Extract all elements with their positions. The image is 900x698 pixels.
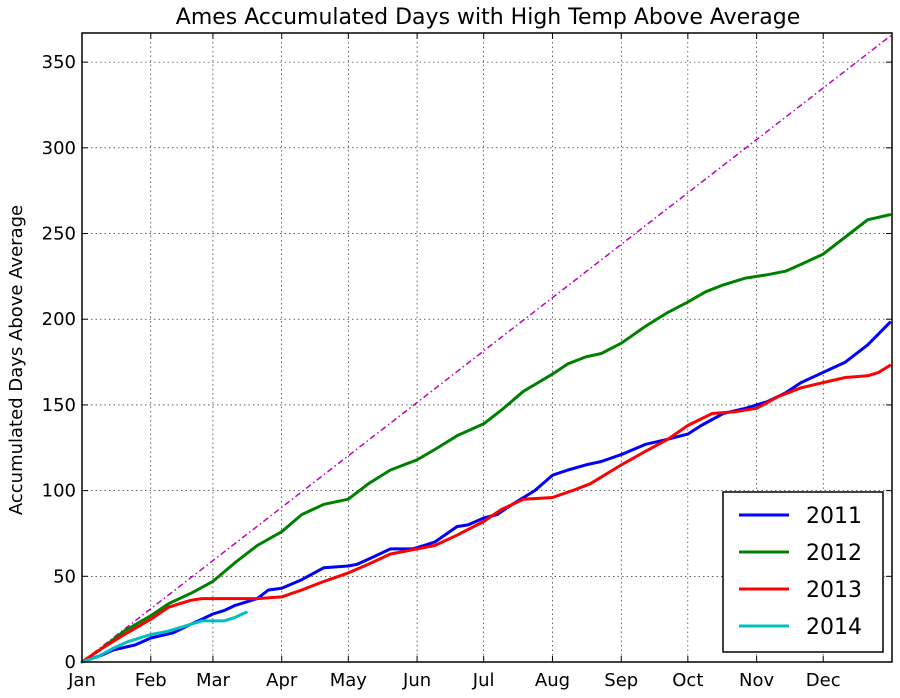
x-tick-label: Jul xyxy=(472,670,495,691)
x-tick-label: Jan xyxy=(67,670,96,691)
chart-title: Ames Accumulated Days with High Temp Abo… xyxy=(176,5,800,30)
x-tick-label: Oct xyxy=(672,670,703,691)
x-tick-label: Dec xyxy=(806,670,841,691)
x-tick-label: Mar xyxy=(196,670,231,691)
legend-label-2012: 2012 xyxy=(806,541,862,566)
y-tick-label: 200 xyxy=(42,309,76,330)
series-line-2014 xyxy=(80,610,248,664)
series-line-2012 xyxy=(80,213,892,664)
x-tick-label: Sep xyxy=(604,670,638,691)
y-tick-label: 100 xyxy=(42,481,76,502)
y-tick-label: 250 xyxy=(42,224,76,245)
x-tick-label: Nov xyxy=(739,670,774,691)
plot-frame xyxy=(81,32,893,663)
reference-diagonal xyxy=(81,34,893,663)
y-tick-label: 350 xyxy=(42,52,76,73)
y-axis-ticks: 0 50 100 150 200 250 300 350 xyxy=(42,52,892,673)
y-tick-label: 300 xyxy=(42,138,76,159)
series-group xyxy=(80,213,892,664)
y-tick-label: 0 xyxy=(65,652,76,673)
x-tick-label: May xyxy=(330,670,368,691)
y-axis-label: Accumulated Days Above Average xyxy=(6,205,27,515)
reference-line xyxy=(81,34,893,663)
y-tick-label: 50 xyxy=(53,566,76,587)
x-tick-label: Jun xyxy=(402,670,431,691)
y-tick-label: 150 xyxy=(42,395,76,416)
x-tick-label: Aug xyxy=(535,670,570,691)
legend: 2011 2012 2013 2014 xyxy=(722,491,884,653)
x-axis-ticks: Jan Feb Mar Apr May Jun Jul Aug Sep Oct Nov Dec xyxy=(67,33,841,691)
x-tick-label: Feb xyxy=(135,670,167,691)
x-tick-label: Apr xyxy=(266,670,298,691)
series-line-2013 xyxy=(80,364,892,664)
legend-label-2013: 2013 xyxy=(806,578,862,603)
legend-label-2011: 2011 xyxy=(806,504,862,529)
grid-lines xyxy=(82,33,892,662)
legend-label-2014: 2014 xyxy=(806,615,862,640)
